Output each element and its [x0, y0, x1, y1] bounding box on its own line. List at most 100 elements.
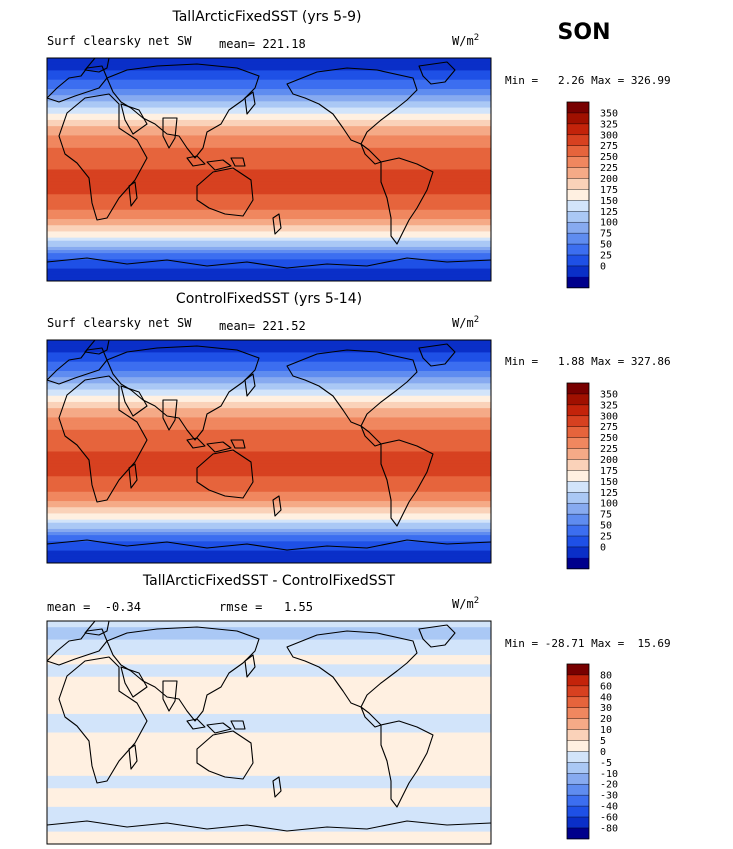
map-band	[47, 831, 491, 836]
map-band	[47, 277, 491, 281]
colorbar-tick-label: 175	[600, 466, 618, 477]
map-band	[47, 837, 491, 842]
map-band	[47, 138, 491, 143]
map-band	[47, 451, 491, 456]
colorbar-tick-label: 80	[600, 670, 612, 681]
map-band	[47, 169, 491, 174]
colorbar-tick-label: 20	[600, 714, 612, 725]
units-label: W/m2	[452, 315, 479, 330]
map-band	[47, 720, 491, 724]
map-band	[47, 621, 491, 625]
map-band	[47, 340, 491, 344]
map-band	[47, 76, 491, 81]
mean-label: mean= 221.52	[219, 319, 306, 333]
map-band	[47, 639, 491, 644]
map-band	[47, 265, 491, 270]
map-band	[47, 473, 491, 477]
colorbar-tick-label: -20	[600, 780, 618, 791]
map-band	[47, 200, 491, 205]
map-band	[47, 222, 491, 226]
colorbar-tick-label: -80	[600, 823, 618, 834]
map-band	[47, 673, 491, 678]
map-band	[47, 352, 491, 357]
map-band	[47, 627, 491, 631]
colorbar-swatch	[567, 189, 589, 201]
map-band	[47, 655, 491, 659]
map-band	[47, 769, 491, 774]
colorbar-tick-label: 10	[600, 725, 612, 736]
colorbar-tick-label: 350	[600, 389, 618, 400]
colorbar-swatch	[567, 244, 589, 256]
map-band	[47, 738, 491, 743]
map-color-field	[47, 58, 491, 281]
map-band	[47, 682, 491, 687]
map-band	[47, 423, 491, 428]
map-band	[47, 713, 491, 718]
map-band	[47, 504, 491, 508]
map-band	[47, 119, 491, 124]
map-band	[47, 215, 491, 220]
map-band	[47, 228, 491, 233]
map-band	[47, 460, 491, 465]
map-band	[47, 405, 491, 409]
colorbar-tick-label: -10	[600, 769, 618, 780]
map-band	[47, 729, 491, 734]
colorbar-tick-label: 175	[600, 185, 618, 196]
map-band	[47, 813, 491, 817]
map-band	[47, 237, 491, 242]
colorbar-swatch	[567, 795, 589, 807]
map-band	[47, 513, 491, 518]
map-band	[47, 491, 491, 496]
map-band	[47, 197, 491, 202]
colorbar-tick-label: 50	[600, 240, 612, 251]
colorbar-tick-label: 75	[600, 510, 612, 521]
map-band	[47, 704, 491, 709]
map-frame	[46, 57, 492, 282]
map-band	[47, 463, 491, 468]
map-band	[47, 212, 491, 217]
colorbar-swatch	[567, 200, 589, 212]
colorbar-tick-label: 275	[600, 141, 618, 152]
map-band	[47, 157, 491, 161]
map-band	[47, 744, 491, 749]
map-band	[47, 670, 491, 675]
map-band	[47, 535, 491, 539]
map-band	[47, 775, 491, 780]
map-band	[47, 791, 491, 796]
map-band	[47, 747, 491, 752]
map-band	[47, 92, 491, 96]
colorbar-swatch	[567, 536, 589, 548]
map-band	[47, 488, 491, 493]
map-band	[47, 178, 491, 183]
map-band	[47, 788, 491, 792]
map-band	[47, 454, 491, 459]
map-band	[47, 361, 491, 366]
map-band	[47, 695, 491, 700]
colorbar-swatch	[567, 437, 589, 449]
map-band	[47, 686, 491, 690]
map-band	[47, 726, 491, 731]
colorbar-swatch	[567, 211, 589, 223]
colorbar-tick-label: 200	[600, 174, 618, 185]
map-band	[47, 64, 491, 68]
map-band	[47, 135, 491, 140]
map-band	[47, 175, 491, 180]
map-band	[47, 95, 491, 99]
map-color-field	[47, 340, 491, 563]
map-band	[47, 633, 491, 638]
map-band	[47, 710, 491, 715]
map-band	[47, 544, 491, 549]
map-band	[47, 73, 491, 78]
map-band	[47, 417, 491, 422]
map-frame	[46, 339, 492, 564]
colorbar-tick-label: 0	[600, 747, 606, 758]
colorbar-swatch	[567, 492, 589, 504]
map-band	[47, 132, 491, 137]
colorbar-swatch	[567, 156, 589, 168]
map-band	[47, 707, 491, 712]
map-band	[47, 816, 491, 820]
map-band	[47, 194, 491, 198]
map-band	[47, 358, 491, 363]
colorbar-swatch	[567, 383, 589, 395]
